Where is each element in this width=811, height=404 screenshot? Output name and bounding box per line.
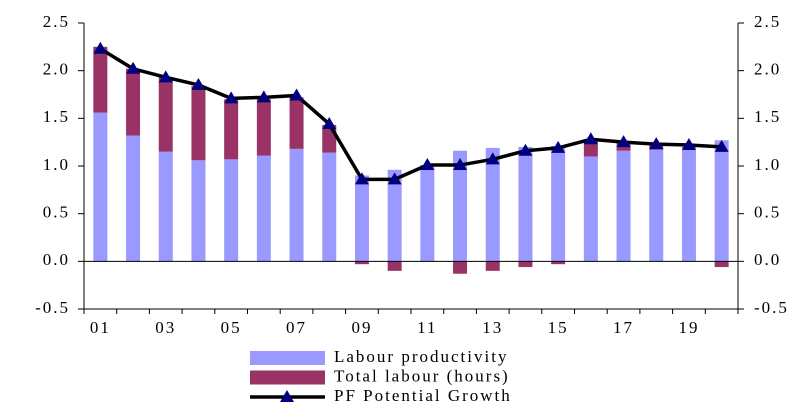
- x-tick-label: 13: [482, 318, 503, 337]
- y2-tick-label: 2.5: [754, 12, 781, 31]
- marker: [191, 77, 206, 90]
- marker: [93, 41, 108, 54]
- bar: [518, 146, 533, 262]
- bar: [551, 261, 566, 265]
- bar: [126, 68, 141, 136]
- y-tick-label: 2.0: [43, 60, 70, 79]
- bar: [420, 165, 435, 262]
- bar: [387, 261, 402, 271]
- marker: [224, 91, 239, 104]
- bar: [649, 149, 664, 262]
- x-tick-label: 05: [221, 318, 242, 337]
- bar: [583, 156, 598, 262]
- marker: [551, 140, 566, 153]
- legend-label: PF Potential Growth: [334, 386, 512, 404]
- marker: [681, 138, 696, 151]
- legend-label: Labour productivity: [334, 347, 508, 366]
- line: [99, 47, 722, 182]
- y2-tick-label: -0.5: [754, 298, 789, 317]
- bar: [256, 155, 271, 262]
- y2-tick-label: 1.5: [754, 107, 781, 126]
- y2-tick-label: 0.5: [754, 203, 781, 222]
- marker: [518, 143, 533, 156]
- legend-marker: [280, 390, 294, 402]
- bar: [93, 112, 108, 262]
- legend-swatch: [250, 351, 325, 365]
- y-tick-label: 0.0: [43, 250, 70, 269]
- marker: [387, 172, 402, 185]
- bar: [256, 99, 271, 156]
- bar: [583, 140, 598, 157]
- bar: [224, 159, 239, 262]
- marker: [420, 158, 435, 171]
- x-tick-label: 09: [351, 318, 372, 337]
- bar: [714, 261, 729, 268]
- marker: [256, 90, 271, 103]
- y-tick-label: -0.5: [35, 298, 70, 317]
- bar: [518, 261, 533, 268]
- marker: [714, 139, 729, 152]
- bar: [453, 150, 468, 262]
- marker: [322, 117, 337, 130]
- bar: [681, 147, 696, 262]
- bar: [322, 152, 337, 262]
- marker: [126, 61, 141, 74]
- bar: [714, 140, 729, 262]
- x-tick-label: 01: [90, 318, 111, 337]
- marker: [289, 88, 304, 101]
- y-tick-label: 0.5: [43, 203, 70, 222]
- y-tick-label: 1.5: [43, 107, 70, 126]
- bar: [453, 261, 468, 274]
- y2-tick-label: 0.0: [754, 250, 781, 269]
- y-tick-label: 2.5: [43, 12, 70, 31]
- x-tick-label: 07: [286, 318, 307, 337]
- x-tick-label: 03: [155, 318, 176, 337]
- bar: [354, 175, 369, 262]
- x-tick-label: 15: [548, 318, 569, 337]
- bar: [616, 150, 631, 262]
- bar: [224, 99, 239, 160]
- marker: [158, 70, 173, 83]
- marker: [583, 132, 598, 145]
- bar: [158, 77, 173, 152]
- bar: [93, 46, 108, 113]
- y2-tick-label: 2.0: [754, 60, 781, 79]
- bar: [191, 160, 206, 262]
- x-tick-label: 19: [678, 318, 699, 337]
- y-tick-label: 1.0: [43, 155, 70, 174]
- bar: [126, 135, 141, 262]
- bar: [485, 147, 500, 262]
- x-tick-label: 11: [417, 318, 437, 337]
- bar: [158, 151, 173, 262]
- bar: [191, 85, 206, 161]
- x-tick-label: 17: [613, 318, 634, 337]
- bar: [551, 145, 566, 262]
- marker: [485, 152, 500, 165]
- y2-tick-label: 1.0: [754, 155, 781, 174]
- bar: [289, 97, 304, 149]
- marker: [453, 158, 468, 171]
- bar: [289, 148, 304, 262]
- marker: [354, 172, 369, 185]
- bar: [354, 261, 369, 265]
- legend-label: Total labour (hours): [334, 366, 510, 385]
- bar: [485, 261, 500, 271]
- marker: [649, 137, 664, 150]
- marker: [616, 135, 631, 148]
- legend-swatch: [250, 370, 325, 385]
- bar: [387, 169, 402, 262]
